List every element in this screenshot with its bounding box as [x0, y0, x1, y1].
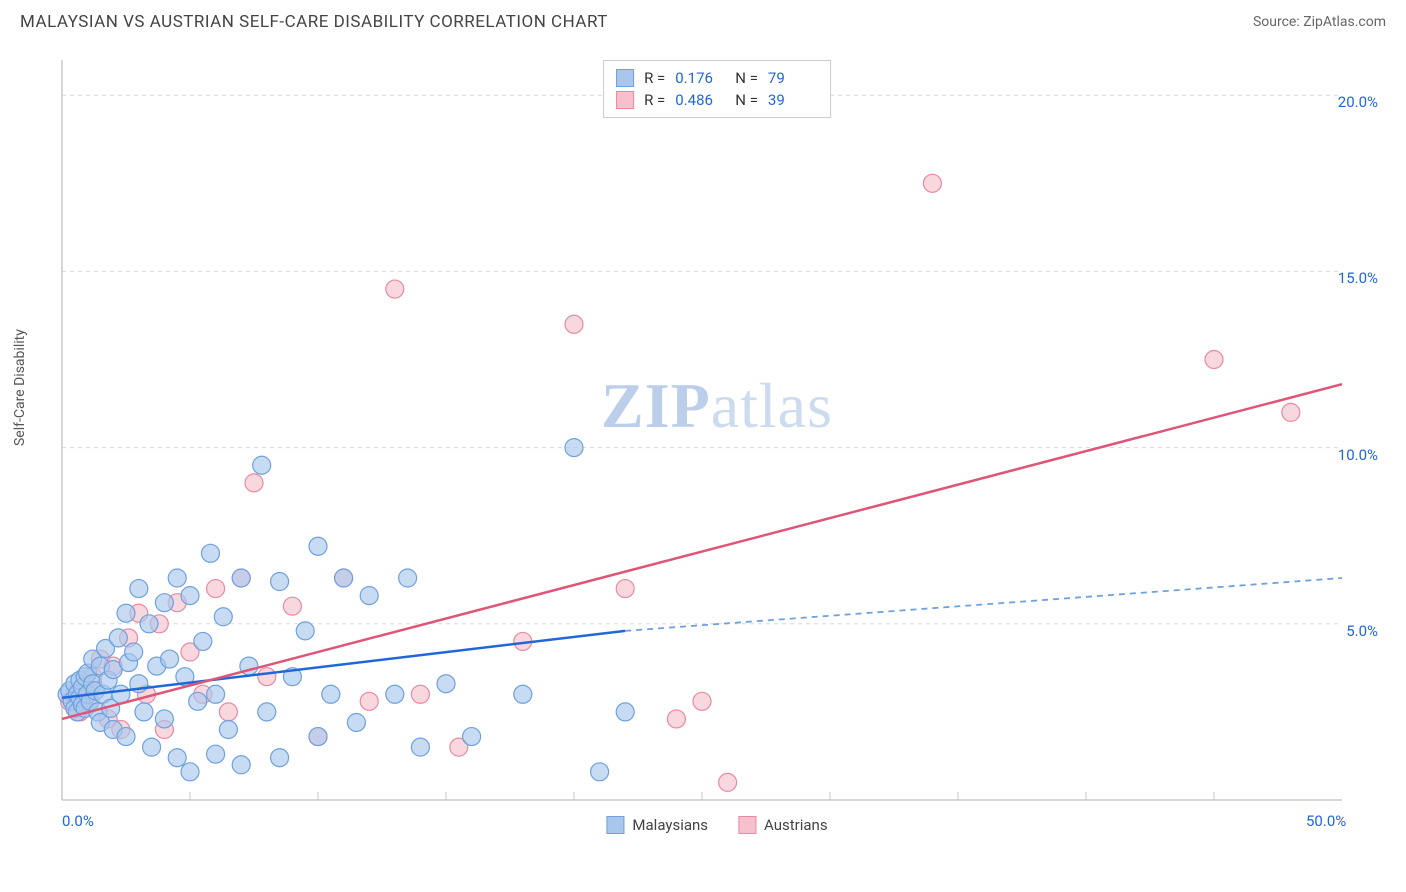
chart-title: MALAYSIAN VS AUSTRIAN SELF-CARE DISABILI…: [20, 12, 608, 32]
y-tick-label: 15.0%: [1338, 269, 1378, 287]
series-legend-item: Malaysians: [606, 816, 708, 834]
n-value: 79: [768, 69, 818, 87]
series-legend-label: Malaysians: [632, 816, 708, 834]
r-value: 0.486: [675, 91, 725, 109]
correlation-legend-row: R = 0.486 N = 39: [616, 89, 818, 111]
y-tick-label: 10.0%: [1338, 446, 1378, 464]
legend-swatch-icon: [606, 816, 624, 834]
correlation-legend-row: R = 0.176 N = 79: [616, 67, 818, 89]
x-tick-label: 50.0%: [1306, 812, 1346, 830]
r-label: R =: [644, 69, 665, 87]
y-axis-label: Self-Care Disability: [12, 329, 28, 446]
chart-area: ZIPatlas R =0.176N =79R =0.486N =39 Mala…: [52, 50, 1382, 840]
legend-swatch-icon: [616, 69, 634, 87]
y-tick-label: 20.0%: [1338, 93, 1378, 111]
series-legend-label: Austrians: [764, 816, 828, 834]
series-legend: Malaysians Austrians: [606, 816, 827, 834]
legend-swatch-icon: [616, 91, 634, 109]
y-tick-label: 5.0%: [1346, 622, 1378, 640]
source-attribution: Source: ZipAtlas.com: [1253, 14, 1386, 30]
scatter-chart-svg: [52, 50, 1382, 840]
n-value: 39: [768, 91, 818, 109]
r-label: R =: [644, 91, 665, 109]
correlation-legend: R = 0.176 N = 79 R = 0.486 N = 39: [603, 60, 831, 118]
x-tick-label: 0.0%: [62, 812, 94, 830]
legend-swatch-icon: [738, 816, 756, 834]
n-label: N =: [735, 69, 758, 87]
series-legend-item: Austrians: [738, 816, 828, 834]
n-label: N =: [735, 91, 758, 109]
r-value: 0.176: [675, 69, 725, 87]
